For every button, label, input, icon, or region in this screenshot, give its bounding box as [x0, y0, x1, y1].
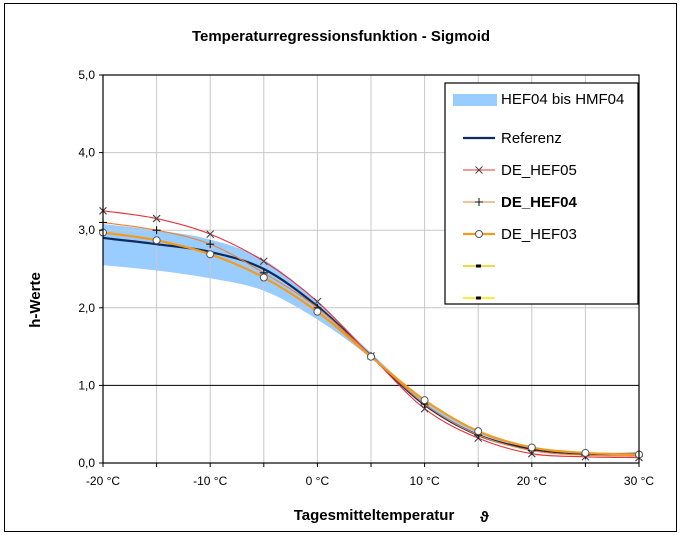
- x-axis-label: Tagesmitteltemperatur: [294, 507, 455, 524]
- legend-marker: [475, 230, 483, 238]
- y-tick-label: 5,0: [78, 68, 95, 82]
- marker-circle-de-hef03: [206, 250, 215, 259]
- x-tick-label: -10 °C: [193, 474, 227, 488]
- y-tick-label: 4,0: [78, 146, 95, 160]
- y-axis-label: h-Werte: [27, 272, 44, 328]
- y-tick-label: 0,0: [78, 456, 95, 470]
- y-tick-label: 1,0: [78, 378, 95, 392]
- legend-label-band: HEF04 bis HMF04: [501, 91, 624, 108]
- marker-circle-de-hef03: [152, 236, 161, 245]
- legend-marker: [475, 166, 483, 174]
- band-area: [103, 223, 639, 457]
- x-tick-label: 0 °C: [306, 474, 330, 488]
- marker-stroke: [152, 214, 161, 223]
- marker-plus-de-hef04: [152, 226, 161, 235]
- marker-circle-de-hef03: [259, 273, 268, 282]
- x-tick-label: -20 °C: [86, 474, 120, 488]
- legend-marker: [476, 264, 481, 268]
- marker-x-de-hef05: [259, 257, 268, 266]
- marker-x-de-hef05: [206, 230, 215, 238]
- legend-marker: [476, 296, 481, 300]
- marker-circle-de-hef03: [527, 443, 536, 452]
- marker-circle-de-hef03: [420, 396, 429, 405]
- marker-stroke: [313, 297, 322, 306]
- marker-circle-de-hef03: [367, 352, 375, 361]
- legend-label-de-hef05: DE_HEF05: [501, 162, 577, 179]
- marker-x-de-hef05: [152, 214, 161, 223]
- y-tick-label: 3,0: [78, 223, 95, 237]
- legend-label-de-hef03: DE_HEF03: [501, 226, 577, 243]
- x-tick-label: 30 °C: [624, 474, 654, 488]
- marker-circle-de-hef03: [581, 448, 590, 457]
- marker-plus-de-hef04: [206, 240, 215, 249]
- y-tick-label: 2,0: [78, 301, 95, 315]
- marker-circle-de-hef03: [474, 427, 483, 436]
- legend-label-referenz: Referenz: [501, 130, 562, 147]
- x-tick-label: 10 °C: [410, 474, 440, 488]
- marker-stroke: [206, 230, 215, 238]
- legend-label-de-hef04: DE_HEF04: [501, 194, 578, 211]
- legend-swatch-band: [453, 94, 497, 106]
- marker-stroke: [259, 257, 268, 266]
- chart-title: Temperaturregressionsfunktion - Sigmoid: [191, 28, 491, 45]
- x-axis-symbol: ϑ: [480, 509, 489, 526]
- x-tick-label: 20 °C: [517, 474, 547, 488]
- marker-x-de-hef05: [313, 297, 322, 306]
- marker-circle-de-hef03: [313, 307, 322, 316]
